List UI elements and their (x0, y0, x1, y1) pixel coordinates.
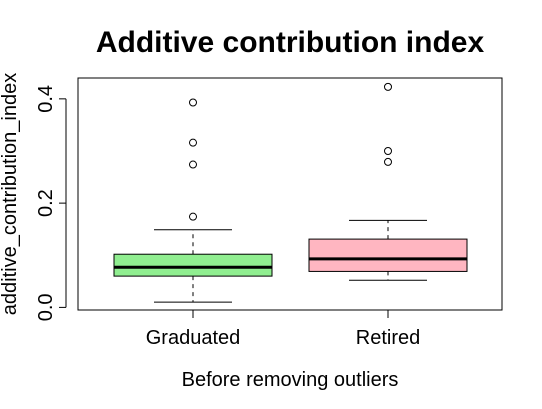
box-retired (308, 82, 468, 281)
x-tick-label: Retired (356, 327, 420, 349)
outlier-point (384, 146, 392, 155)
outlier-point (189, 160, 197, 169)
outlier-point (189, 138, 197, 147)
y-axis-label: additive_contribution_index (0, 73, 21, 315)
outlier-point (189, 212, 197, 221)
x-tick-label: Graduated (146, 327, 241, 349)
box-graduated (113, 98, 273, 303)
box-series (113, 82, 468, 303)
outlier-point (384, 157, 392, 166)
y-axis: 0.0 0.2 0.4 (35, 85, 67, 321)
x-axis: Graduated Retired (146, 309, 420, 349)
y-tick-label: 0.0 (35, 293, 57, 321)
outlier-point (384, 82, 392, 91)
interquartile-box (113, 253, 273, 277)
y-tick-label: 0.4 (35, 85, 57, 113)
outlier-point (189, 98, 197, 107)
y-tick-label: 0.2 (35, 189, 57, 217)
chart-title: Additive contribution index (96, 26, 485, 59)
x-axis-label: Before removing outliers (182, 369, 399, 391)
interquartile-box (308, 238, 468, 272)
